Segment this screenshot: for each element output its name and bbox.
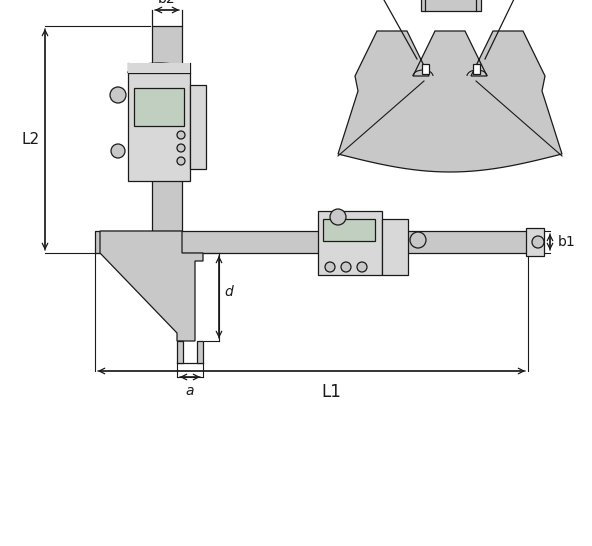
Bar — [382, 219, 408, 275]
Polygon shape — [100, 231, 203, 341]
Polygon shape — [197, 341, 203, 363]
Bar — [128, 73, 190, 181]
Circle shape — [177, 131, 185, 139]
Polygon shape — [338, 31, 562, 172]
Bar — [422, 64, 429, 74]
Text: b2: b2 — [158, 0, 176, 6]
Bar — [323, 219, 375, 241]
Bar — [95, 231, 528, 253]
Circle shape — [357, 262, 367, 272]
Circle shape — [410, 232, 426, 248]
Text: L1: L1 — [321, 383, 342, 401]
Bar — [128, 63, 190, 73]
Circle shape — [110, 87, 126, 103]
Bar — [473, 64, 480, 74]
Circle shape — [532, 236, 544, 248]
Bar — [318, 211, 382, 275]
Text: L2: L2 — [22, 132, 40, 147]
Circle shape — [111, 144, 125, 158]
Bar — [526, 228, 544, 256]
Circle shape — [177, 157, 185, 165]
Bar — [134, 88, 184, 126]
Circle shape — [330, 209, 346, 225]
Polygon shape — [177, 341, 183, 363]
Circle shape — [341, 262, 351, 272]
Circle shape — [325, 262, 335, 272]
Circle shape — [177, 144, 185, 152]
Bar — [152, 26, 182, 231]
Bar — [421, 0, 481, 11]
Text: a: a — [186, 384, 194, 398]
Bar — [190, 85, 206, 169]
Text: b1: b1 — [558, 235, 576, 249]
Text: d: d — [224, 285, 233, 299]
